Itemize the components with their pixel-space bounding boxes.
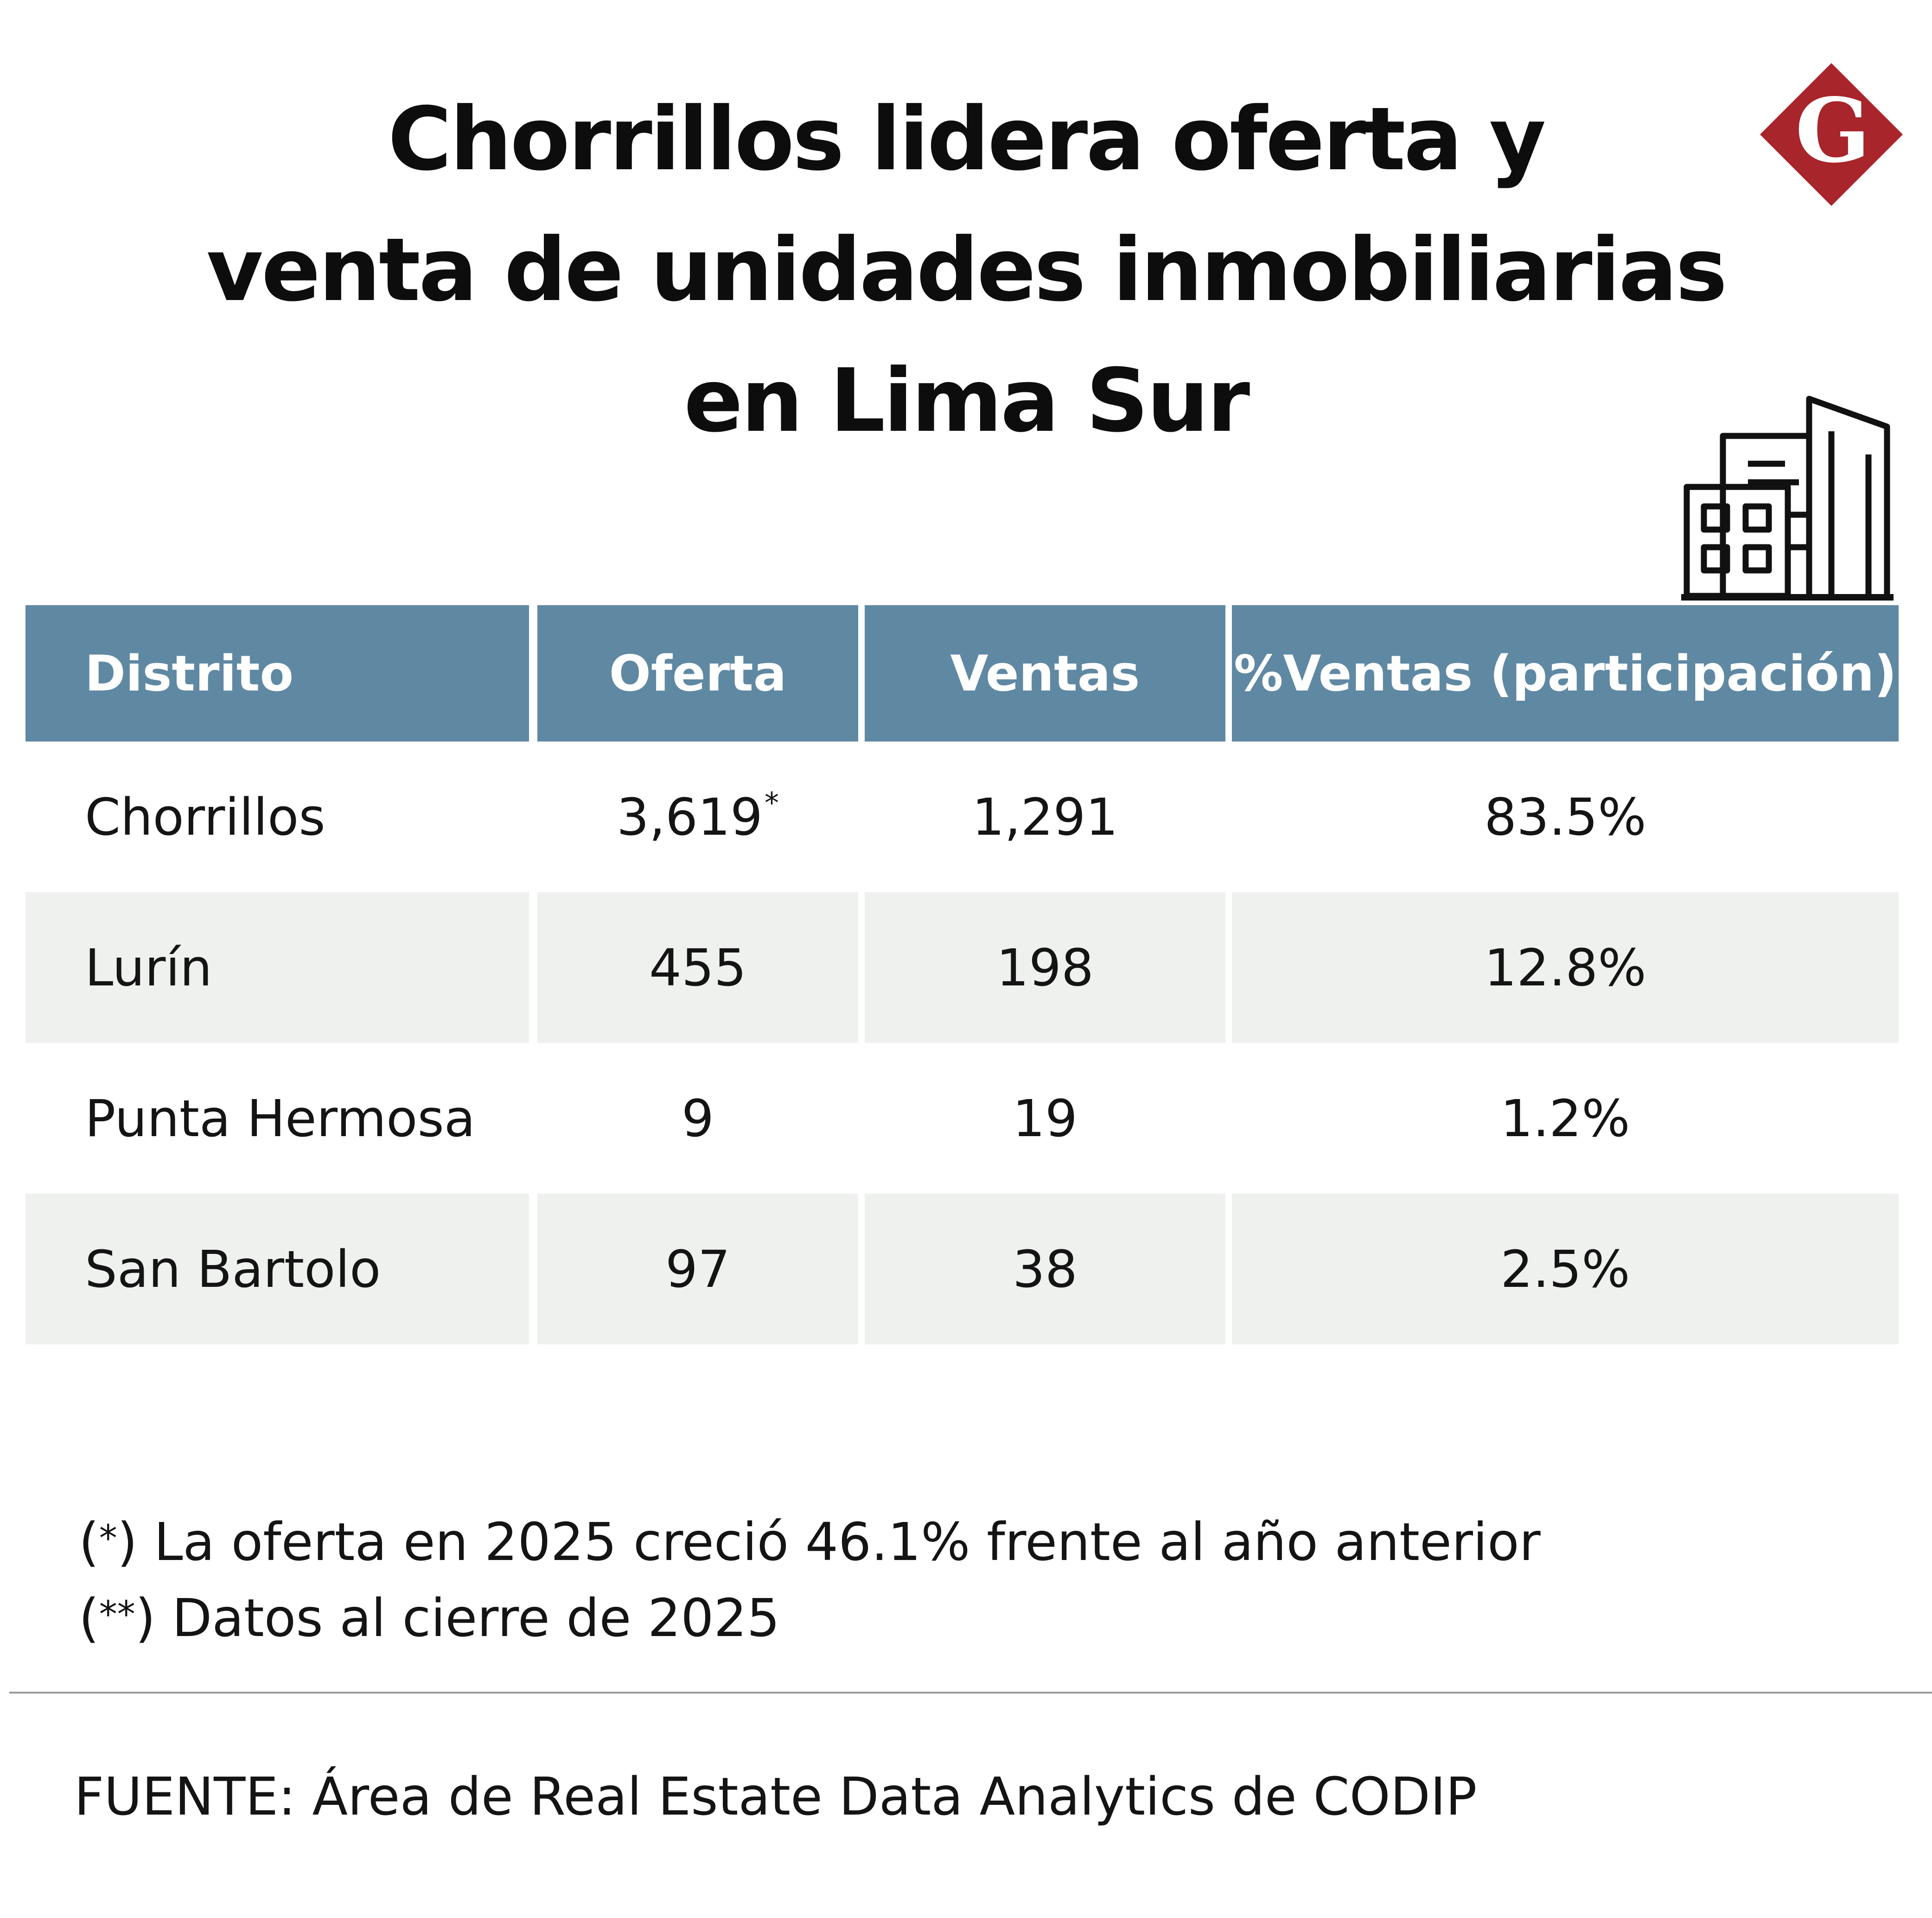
footnote-2-mark: ** [99,1594,135,1636]
header-oferta: Oferta [537,605,858,742]
cell-ventas: 1,291 [972,787,1118,847]
title-line-2: venta de unidades inmobiliarias [206,219,1728,321]
table-header: Distrito Oferta Ventas %Ventas (particip… [26,605,1899,742]
oferta-value: 3,619 [617,787,763,847]
header-ventas: Ventas [865,605,1225,742]
cell-oferta: 455 [537,892,858,1043]
footnotes: (*) La oferta en 2025 creció 46.1% frent… [79,1507,1541,1659]
page-title: Chorrillos lidera oferta y venta de unid… [0,74,1932,467]
logo-diamond [1760,63,1903,206]
data-table: Distrito Oferta Ventas %Ventas (particip… [26,605,1899,1344]
title-line-1: Chorrillos lidera oferta y [388,89,1546,190]
table-row: Lurín 455 198 12.8% [26,892,1899,1043]
footnote-2-text: Datos al cierre de 2025 [172,1588,780,1649]
cell-pct: 2.5% [1232,1194,1899,1344]
title-line-3: en Lima Sur [683,350,1250,452]
header-pct-ventas: %Ventas (participación) [1232,605,1899,742]
divider [9,1692,1932,1694]
table-row: Punta Hermosa 9 19 1.2% [26,1043,1899,1194]
gestion-logo-icon: G [1760,63,1903,206]
footnote-1: (*) La oferta en 2025 creció 46.1% frent… [79,1512,1541,1573]
cell-oferta: 97 [537,1194,858,1344]
cell-distrito: Chorrillos [85,787,325,847]
header-distrito: Distrito [26,605,529,742]
footnote-2: (**) Datos al cierre de 2025 [79,1588,780,1649]
oferta-footnote-mark: * [764,786,779,820]
cell-oferta: 9 [682,1088,714,1148]
cell-oferta: 3,619 * [537,742,858,892]
table-row: Chorrillos 3,619 * 1,291 83.5% [26,742,1899,892]
logo-letter: G [1795,79,1870,182]
cell-ventas: 198 [865,892,1225,1043]
cell-pct: 83.5% [1484,787,1646,847]
table-row: San Bartolo 97 38 2.5% [26,1194,1899,1344]
source-credit: FUENTE: Área de Real Estate Data Analyti… [74,1767,1477,1827]
cell-pct: 1.2% [1500,1088,1630,1148]
building-icon [1681,396,1894,601]
footnote-1-text: La oferta en 2025 creció 46.1% frente al… [154,1512,1541,1573]
cell-distrito: San Bartolo [26,1194,529,1344]
cell-distrito: Punta Hermosa [85,1088,476,1148]
cell-ventas: 38 [865,1194,1225,1344]
cell-ventas: 19 [1013,1088,1078,1148]
cell-distrito: Lurín [26,892,529,1043]
footnote-1-mark: * [99,1518,117,1560]
cell-pct: 12.8% [1232,892,1899,1043]
